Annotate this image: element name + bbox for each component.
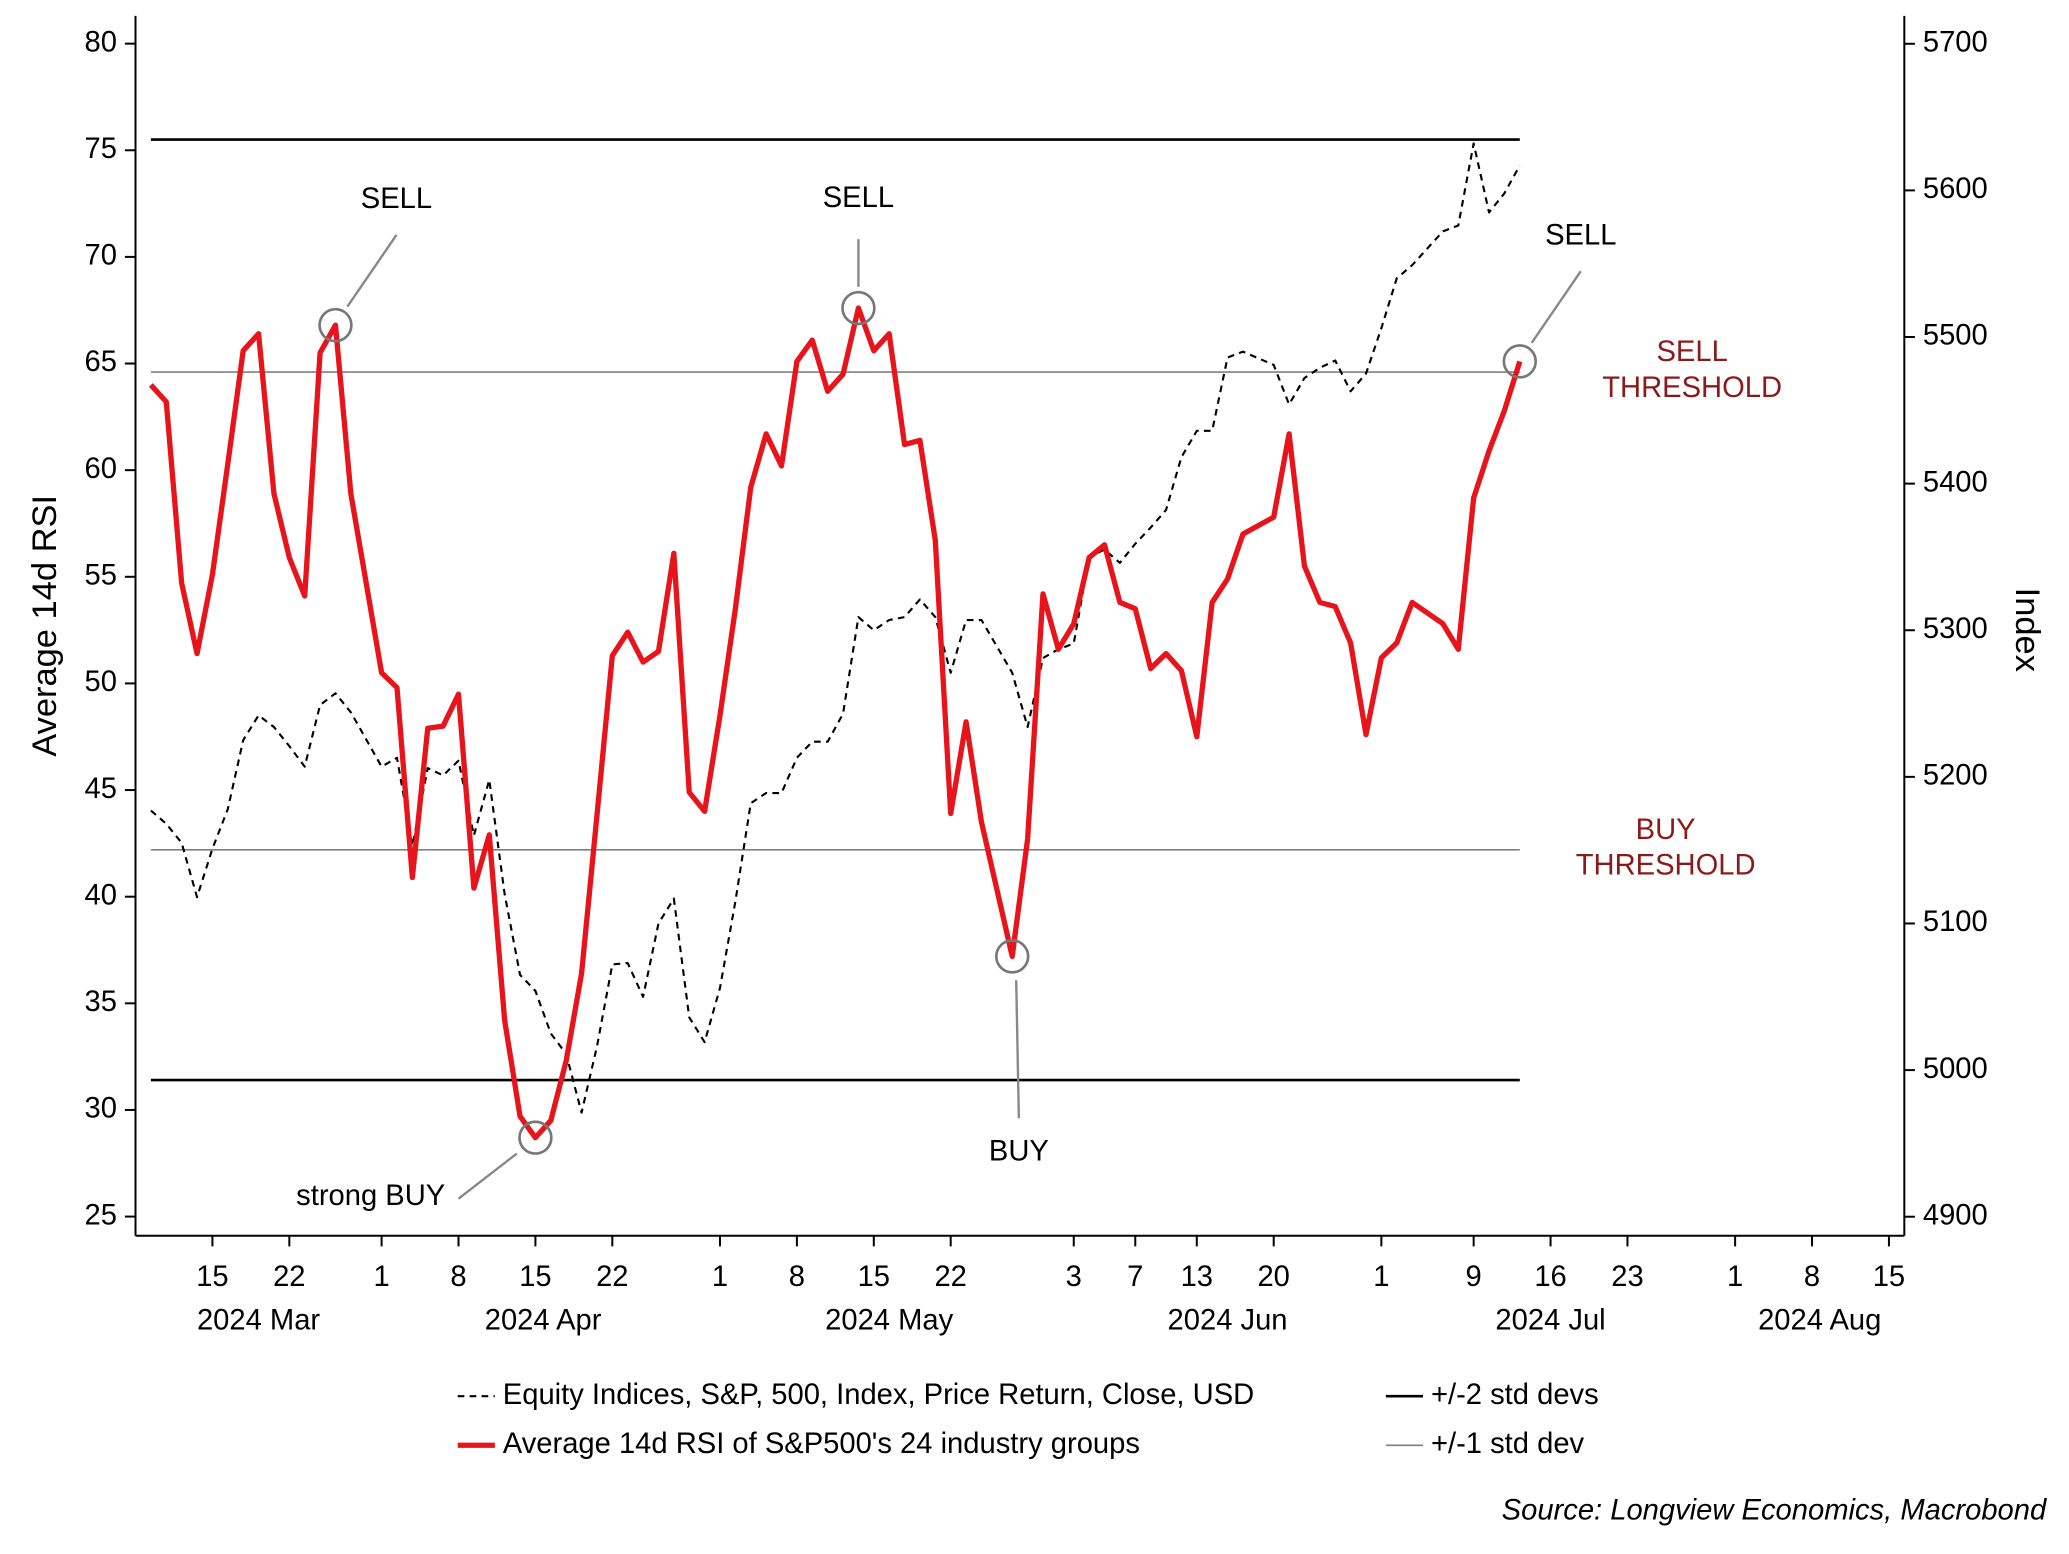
x-tick-label: 15 [196, 1261, 228, 1293]
annotation-pointer [1015, 980, 1021, 1119]
y-tick-label: 70 [85, 240, 117, 272]
index-line [150, 142, 1521, 1114]
y-tick-label: 65 [85, 346, 117, 378]
annotation-pointer [457, 1152, 518, 1200]
y-tick-label: 60 [85, 453, 117, 485]
legend-label: +/-2 std devs [1431, 1379, 1599, 1411]
x-tick-label: 1 [1373, 1261, 1389, 1293]
annotation-circle [994, 939, 1030, 974]
y2-tick-label: 5600 [1923, 173, 1988, 205]
x-tick-label: 13 [1181, 1261, 1213, 1293]
month-label: 2024 Mar [197, 1305, 320, 1337]
annotation-label: SELL [1545, 219, 1616, 251]
x-tick-label: 8 [1804, 1261, 1820, 1293]
y2-axis-title: Index [2008, 588, 2046, 672]
x-tick-label: 1 [712, 1261, 728, 1293]
threshold-label: THRESHOLD [1576, 850, 1756, 882]
month-label: 2024 Apr [485, 1305, 602, 1337]
x-tick-label: 3 [1066, 1261, 1082, 1293]
x-tick-label: 23 [1611, 1261, 1643, 1293]
x-tick-label: 8 [789, 1261, 805, 1293]
threshold-label: BUY [1636, 814, 1696, 846]
y-axis-title: Average 14d RSI [26, 495, 64, 757]
annotation-label: strong BUY [296, 1180, 445, 1212]
y2-tick-label: 5200 [1923, 760, 1988, 792]
month-label: 2024 Jun [1168, 1305, 1288, 1337]
annotation-label: SELL [361, 183, 432, 215]
rsi-line [148, 305, 1523, 1141]
y2-tick-label: 5400 [1923, 466, 1988, 498]
legend-label: Equity Indices, S&P, 500, Index, Price R… [503, 1379, 1254, 1411]
annotation-label: BUY [989, 1135, 1049, 1167]
annotation-pointer [1530, 270, 1582, 344]
y2-tick-label: 5100 [1923, 906, 1988, 938]
y-tick-label: 30 [85, 1093, 117, 1125]
y-tick-label: 75 [85, 133, 117, 165]
source-note: Source: Longview Economics, Macrobond [1502, 1494, 2047, 1526]
annotation-circle [318, 307, 353, 343]
x-tick-label: 8 [450, 1261, 466, 1293]
legend-label: +/-1 std dev [1431, 1428, 1585, 1460]
threshold-label: THRESHOLD [1602, 372, 1782, 404]
annotation-circle [1502, 344, 1538, 379]
x-tick-label: 9 [1466, 1261, 1482, 1293]
y2-tick-label: 5500 [1923, 320, 1988, 352]
month-label: 2024 May [825, 1305, 953, 1337]
y2-tick-label: 5000 [1923, 1053, 1988, 1085]
y-tick-label: 50 [85, 666, 117, 698]
x-tick-label: 1 [373, 1261, 389, 1293]
x-tick-label: 7 [1127, 1261, 1143, 1293]
y-tick-label: 55 [85, 559, 117, 591]
x-tick-label: 15 [1873, 1261, 1905, 1293]
x-tick-label: 22 [273, 1261, 305, 1293]
y2-tick-label: 4900 [1923, 1199, 1988, 1231]
annotation-pointer [346, 234, 398, 308]
x-tick-label: 22 [596, 1261, 628, 1293]
y2-tick-label: 5700 [1923, 26, 1988, 58]
y-tick-label: 25 [85, 1199, 117, 1231]
y-tick-label: 45 [85, 773, 117, 805]
x-tick-label: 15 [858, 1261, 890, 1293]
threshold-label: SELL [1657, 336, 1728, 368]
y-tick-label: 80 [85, 26, 117, 58]
y-tick-label: 35 [85, 986, 117, 1018]
month-label: 2024 Jul [1495, 1305, 1605, 1337]
x-tick-label: 15 [519, 1261, 551, 1293]
y-tick-label: 40 [85, 879, 117, 911]
annotation-circle [841, 290, 876, 326]
x-tick-label: 16 [1534, 1261, 1566, 1293]
legend-label: Average 14d RSI of S&P500's 24 industry … [503, 1428, 1140, 1460]
y2-tick-label: 5300 [1923, 613, 1988, 645]
x-tick-label: 20 [1257, 1261, 1289, 1293]
annotation-label: SELL [823, 182, 894, 214]
x-tick-label: 22 [934, 1261, 966, 1293]
annotation-circle [518, 1120, 553, 1155]
x-tick-label: 1 [1727, 1261, 1743, 1293]
month-label: 2024 Aug [1758, 1305, 1881, 1337]
